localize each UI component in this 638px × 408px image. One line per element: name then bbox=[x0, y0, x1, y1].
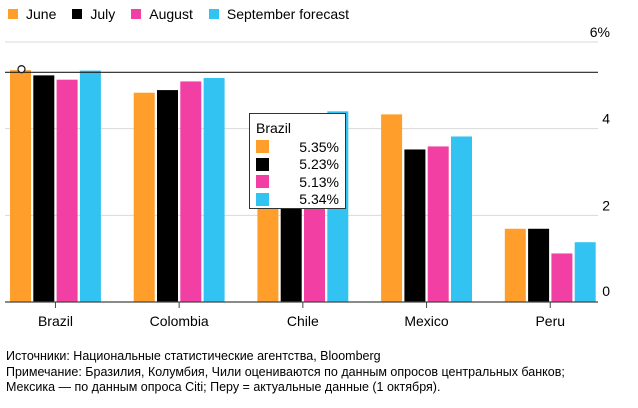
tooltip: Brazil 5.35% 5.23% 5.13% 5.34% bbox=[249, 113, 346, 209]
bar-september-forecast bbox=[79, 70, 101, 302]
legend-label: June bbox=[26, 6, 57, 22]
legend-item-august[interactable]: August bbox=[131, 6, 193, 22]
x-tick-label: Brazil bbox=[38, 313, 73, 329]
legend: June July August September forecast bbox=[8, 4, 365, 24]
bar-june bbox=[381, 114, 403, 302]
legend-label: August bbox=[149, 6, 193, 22]
legend-label: September forecast bbox=[226, 6, 350, 22]
legend-label: July bbox=[90, 6, 116, 22]
bar-august bbox=[427, 146, 449, 302]
x-tick-label: Colombia bbox=[150, 313, 209, 329]
bar-july bbox=[404, 149, 426, 302]
tooltip-row: 5.34% bbox=[256, 191, 339, 209]
legend-item-september-forecast[interactable]: September forecast bbox=[208, 6, 350, 22]
tooltip-swatch bbox=[256, 157, 269, 171]
y-tick-label: 0 bbox=[602, 283, 610, 299]
legend-item-june[interactable]: June bbox=[8, 6, 56, 22]
bar-august bbox=[551, 253, 573, 302]
bar-july bbox=[528, 228, 550, 302]
legend-swatch bbox=[208, 9, 219, 19]
bar-september-forecast bbox=[203, 77, 225, 302]
y-tick-label: 6% bbox=[590, 24, 610, 40]
tooltip-value: 5.13% bbox=[299, 173, 339, 190]
tooltip-row: 5.23% bbox=[256, 156, 339, 174]
legend-swatch bbox=[72, 9, 83, 19]
legend-swatch bbox=[131, 9, 142, 19]
source-note: Источники: Национальные статистические а… bbox=[6, 349, 381, 363]
x-tick-label: Peru bbox=[535, 313, 565, 329]
bar-june bbox=[10, 70, 31, 303]
tooltip-value: 5.23% bbox=[299, 156, 339, 173]
footnote-line: Примечание: Бразилия, Колумбия, Чили оце… bbox=[6, 364, 565, 379]
bar-september-forecast bbox=[451, 136, 472, 302]
tooltip-value: 5.34% bbox=[299, 191, 339, 208]
tooltip-swatch bbox=[256, 192, 269, 206]
bar-august bbox=[180, 81, 202, 302]
tooltip-row: 5.13% bbox=[256, 173, 339, 191]
y-tick-label: 2 bbox=[602, 197, 610, 213]
legend-swatch bbox=[8, 9, 18, 19]
tooltip-value: 5.35% bbox=[299, 138, 339, 155]
x-tick-label: Mexico bbox=[404, 313, 449, 329]
tooltip-row: 5.35% bbox=[256, 138, 339, 156]
bar-june bbox=[133, 92, 155, 302]
y-tick-label: 4 bbox=[602, 111, 610, 127]
bar-july bbox=[33, 75, 55, 302]
chart-notes: Источники: Национальные статистические а… bbox=[6, 349, 632, 396]
tooltip-title: Brazil bbox=[256, 120, 292, 136]
tooltip-swatch bbox=[256, 140, 269, 154]
bar-september-forecast bbox=[574, 242, 596, 302]
x-tick-label: Chile bbox=[287, 313, 319, 329]
legend-item-july[interactable]: July bbox=[72, 6, 115, 22]
tooltip-swatch bbox=[256, 175, 269, 189]
footnote-line: Мексика — по данным опроса Citi; Перу = … bbox=[6, 380, 441, 394]
bar-july bbox=[157, 90, 178, 302]
hover-point-marker bbox=[17, 65, 26, 74]
bar-june bbox=[504, 228, 526, 302]
bar-august bbox=[56, 79, 78, 302]
